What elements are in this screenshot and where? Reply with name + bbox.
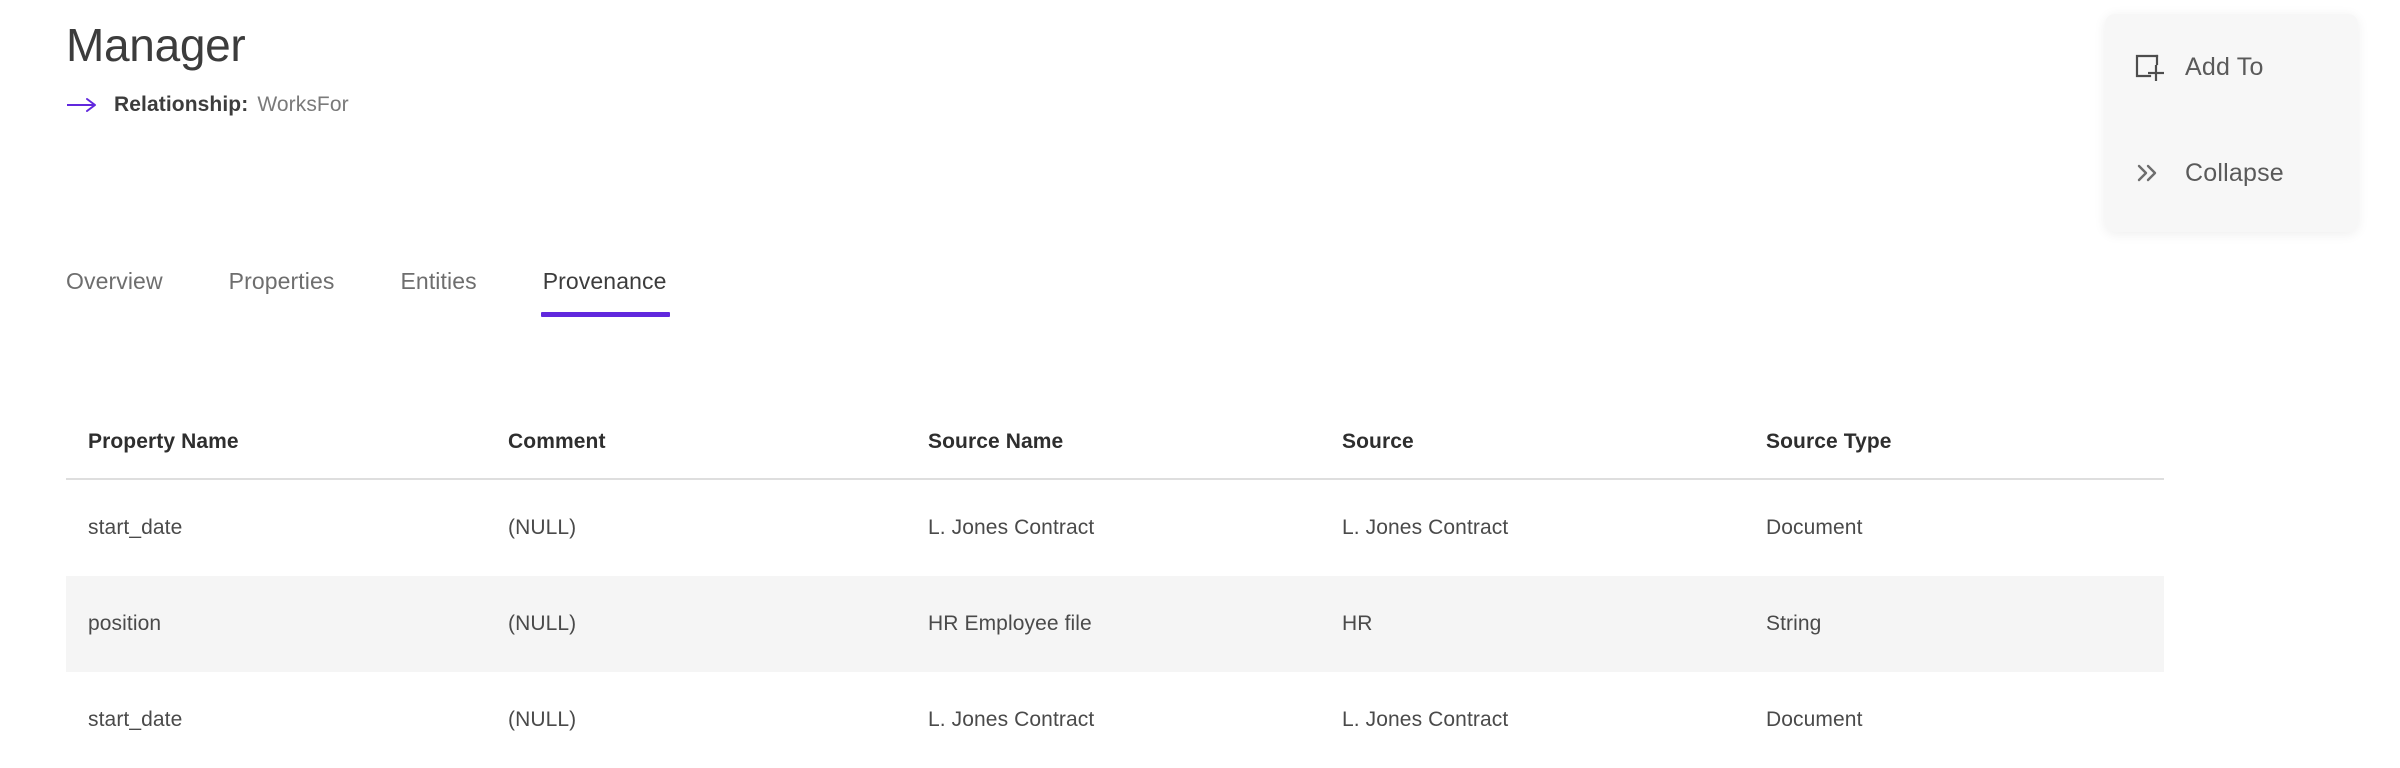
- cell-source-type: String: [1744, 576, 2164, 672]
- cell-source: HR: [1320, 576, 1744, 672]
- table-row[interactable]: start_date (NULL) L. Jones Contract L. J…: [66, 479, 2164, 576]
- cell-source-name: L. Jones Contract: [928, 516, 1095, 539]
- column-header-comment[interactable]: Comment: [486, 430, 906, 480]
- cell-source-name: HR Employee file: [906, 576, 1320, 672]
- add-to-board-icon: [2129, 48, 2167, 86]
- action-panel: Add To Collapse: [2105, 14, 2358, 232]
- cell-property-name: start_date: [88, 516, 183, 539]
- tab-provenance[interactable]: Provenance: [540, 268, 671, 317]
- column-header-source-type[interactable]: Source Type: [1744, 430, 2164, 480]
- table-body: start_date (NULL) L. Jones Contract L. J…: [66, 479, 2164, 768]
- column-header-property-name[interactable]: Property Name: [66, 430, 486, 480]
- add-to-button[interactable]: Add To: [2105, 30, 2358, 104]
- column-header-source-name[interactable]: Source Name: [906, 430, 1320, 480]
- cell-property-name: position: [66, 576, 486, 672]
- cell-source-name: L. Jones Contract: [928, 708, 1095, 731]
- cell-source: L. Jones Contract: [1342, 708, 1509, 731]
- cell-property-name: start_date: [88, 708, 183, 731]
- double-chevron-right-icon: [2129, 154, 2167, 192]
- tab-entities[interactable]: Entities: [400, 268, 476, 317]
- tab-overview[interactable]: Overview: [66, 268, 163, 317]
- table-header: Property Name Comment Source Name Source…: [66, 430, 2164, 480]
- cell-source: L. Jones Contract: [1342, 516, 1509, 539]
- arrow-right-icon: [66, 95, 100, 115]
- table-row[interactable]: start_date (NULL) L. Jones Contract L. J…: [66, 672, 2164, 768]
- relationship-value: WorksFor: [257, 92, 349, 116]
- collapse-button[interactable]: Collapse: [2105, 136, 2358, 210]
- column-header-source[interactable]: Source: [1320, 430, 1744, 480]
- relationship-subtitle: Relationship: WorksFor: [66, 93, 1966, 117]
- provenance-table: Property Name Comment Source Name Source…: [66, 430, 2164, 768]
- cell-source-type: Document: [1766, 516, 1863, 539]
- table-row[interactable]: position (NULL) HR Employee file HR Stri…: [66, 576, 2164, 672]
- collapse-label: Collapse: [2185, 158, 2284, 187]
- table-header-row: Property Name Comment Source Name Source…: [66, 430, 2164, 480]
- cell-comment: (NULL): [486, 576, 906, 672]
- add-to-label: Add To: [2185, 52, 2264, 81]
- page-title: Manager: [66, 19, 246, 71]
- page-header: Manager Relationship: WorksFor: [66, 20, 1966, 117]
- tab-properties[interactable]: Properties: [229, 268, 335, 317]
- relationship-label: Relationship:: [114, 92, 249, 116]
- cell-source-type: Document: [1766, 708, 1863, 731]
- cell-comment: (NULL): [508, 708, 577, 731]
- tab-bar: Overview Properties Entities Provenance: [66, 268, 671, 317]
- cell-comment: (NULL): [508, 516, 577, 539]
